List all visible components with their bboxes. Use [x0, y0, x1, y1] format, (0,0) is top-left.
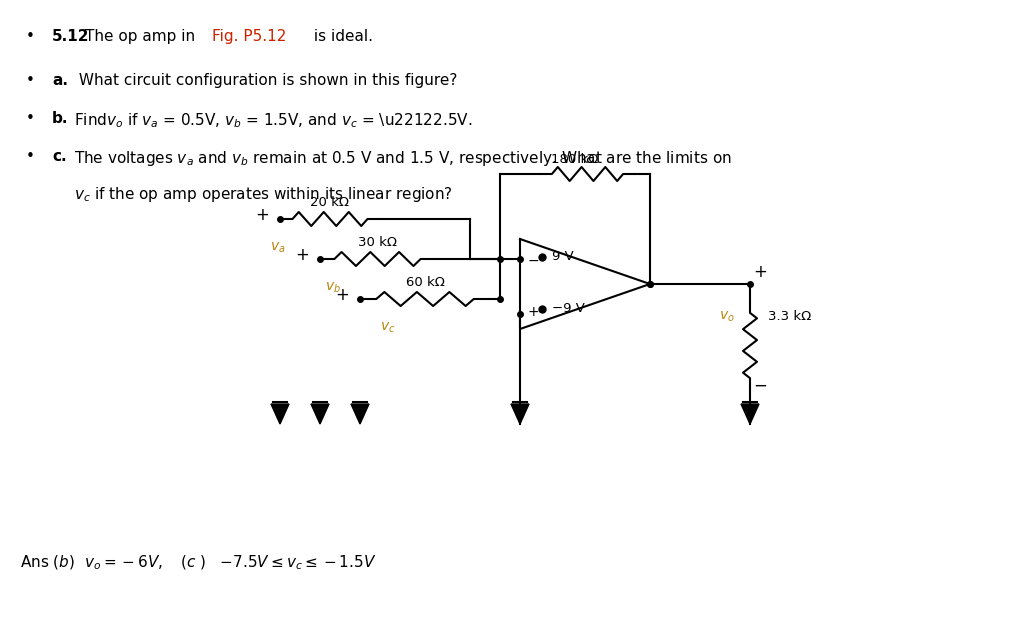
Text: $v_a$: $v_a$ — [270, 241, 286, 255]
Text: 60 kΩ: 60 kΩ — [406, 276, 444, 289]
Text: Ans $(b)$  $v_o = -6V,$   $(c\ )$   $-7.5V \leq v_c \leq -1.5V$: Ans $(b)$ $v_o = -6V,$ $(c\ )$ $-7.5V \l… — [20, 553, 377, 572]
Text: 9 V: 9 V — [552, 250, 573, 263]
Text: −: − — [753, 377, 767, 395]
Text: $v_c$: $v_c$ — [380, 321, 395, 336]
Text: •: • — [26, 73, 35, 88]
Text: •: • — [26, 149, 35, 164]
Text: −9 V: −9 V — [552, 302, 585, 315]
Polygon shape — [351, 404, 369, 424]
Text: 30 kΩ: 30 kΩ — [358, 236, 397, 249]
Text: $v_o$: $v_o$ — [719, 310, 735, 324]
Text: $v_b$: $v_b$ — [325, 281, 341, 295]
Text: 3.3 kΩ: 3.3 kΩ — [768, 310, 811, 323]
Text: Find$v_o$ if $v_a$ = 0.5V, $v_b$ = 1.5V, and $v_c$ = \u22122.5V.: Find$v_o$ if $v_a$ = 0.5V, $v_b$ = 1.5V,… — [74, 111, 472, 130]
Text: a.: a. — [52, 73, 68, 88]
Text: +: + — [295, 246, 309, 264]
Text: 5.12: 5.12 — [52, 29, 89, 44]
Text: is ideal.: is ideal. — [309, 29, 373, 44]
Text: •: • — [26, 29, 35, 44]
Text: +: + — [527, 305, 539, 319]
Text: b.: b. — [52, 111, 69, 126]
Polygon shape — [271, 404, 289, 424]
Text: •: • — [26, 111, 35, 126]
Text: +: + — [255, 206, 269, 224]
Text: −: − — [527, 254, 539, 268]
Text: +: + — [753, 263, 767, 281]
Text: The voltages $v_a$ and $v_b$ remain at 0.5 V and 1.5 V, respectively. What are t: The voltages $v_a$ and $v_b$ remain at 0… — [74, 149, 732, 168]
Text: What circuit configuration is shown in this figure?: What circuit configuration is shown in t… — [74, 73, 458, 88]
Polygon shape — [311, 404, 329, 424]
Text: $v_c$ if the op amp operates within its linear region?: $v_c$ if the op amp operates within its … — [74, 185, 453, 204]
Text: +: + — [335, 286, 349, 304]
Polygon shape — [741, 404, 759, 424]
Text: 20 kΩ: 20 kΩ — [310, 196, 349, 209]
Text: 180 kΩ: 180 kΩ — [551, 153, 599, 166]
Text: The op amp in: The op amp in — [85, 29, 200, 44]
Text: Fig. P5.12: Fig. P5.12 — [212, 29, 287, 44]
Polygon shape — [511, 404, 529, 424]
Text: c.: c. — [52, 149, 67, 164]
